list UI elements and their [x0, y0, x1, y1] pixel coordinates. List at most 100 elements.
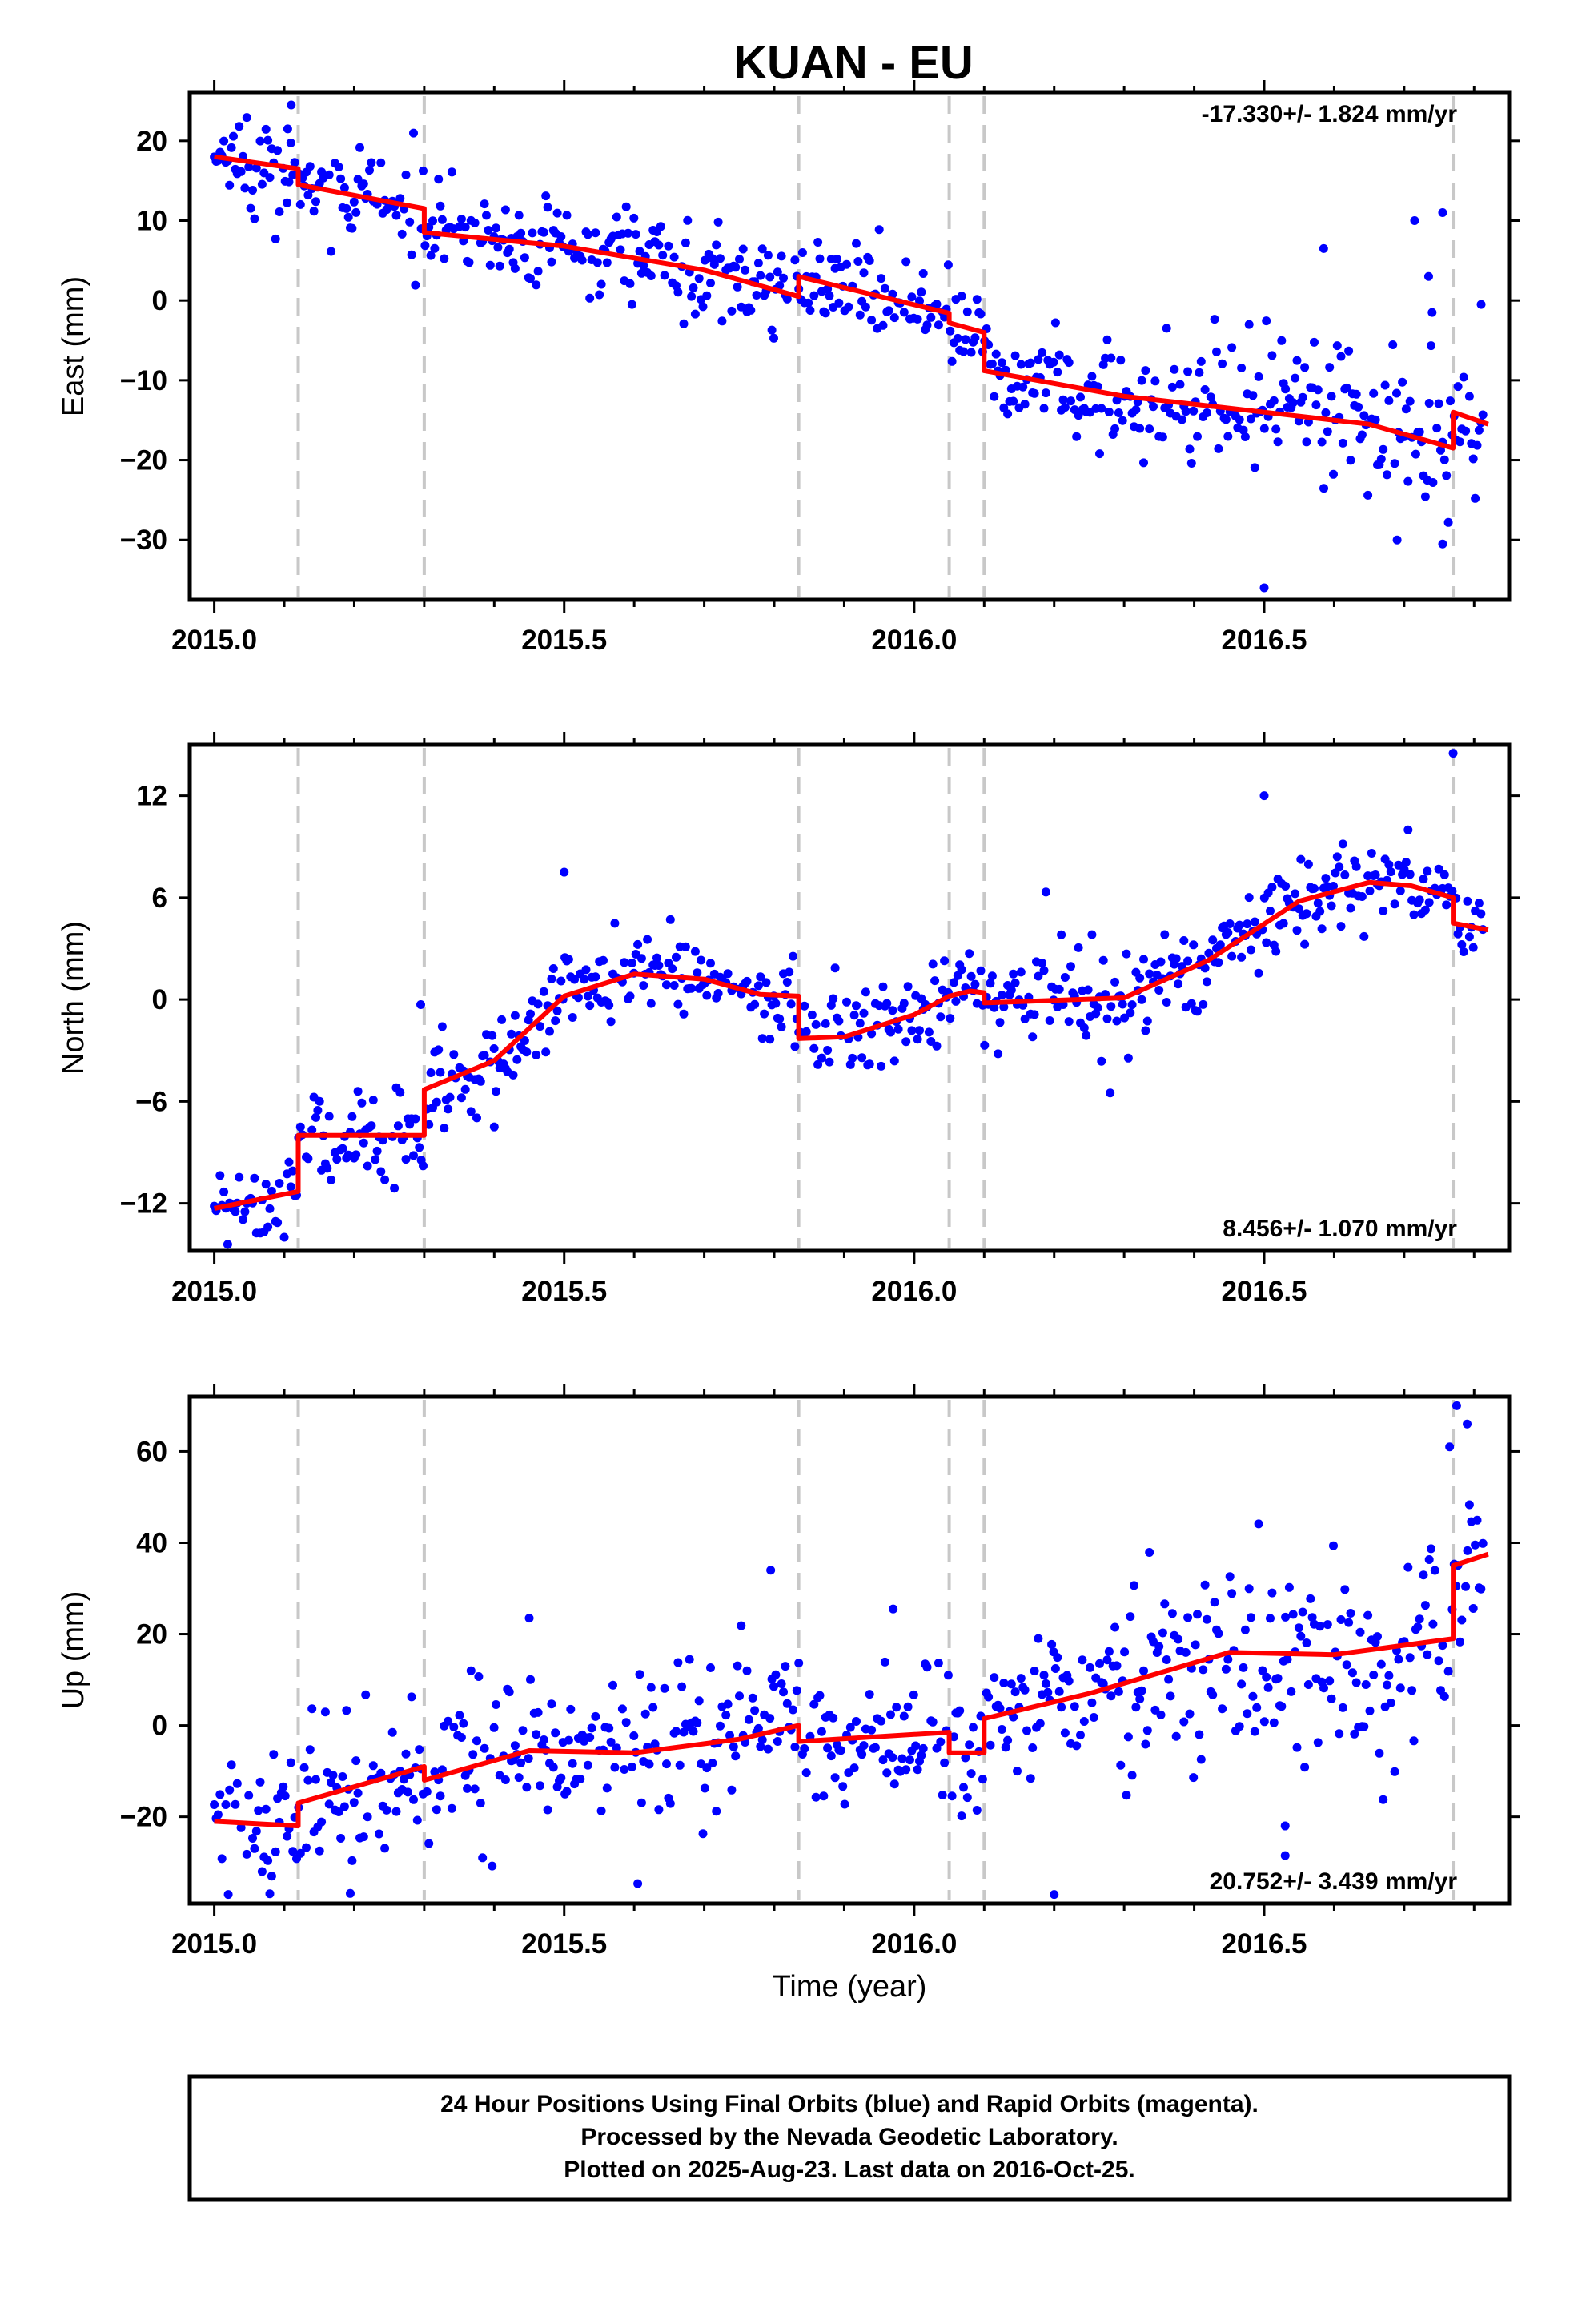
- data-point: [742, 1666, 752, 1675]
- data-point: [966, 348, 976, 357]
- data-point: [761, 978, 771, 987]
- data-point: [512, 1055, 522, 1064]
- data-point: [763, 251, 773, 260]
- data-point: [742, 976, 752, 986]
- data-point: [966, 1769, 976, 1779]
- data-point: [1102, 335, 1112, 344]
- data-point: [510, 1741, 520, 1751]
- data-point: [733, 282, 742, 292]
- data-point: [1288, 398, 1298, 408]
- data-point: [302, 1843, 311, 1852]
- data-point: [591, 972, 600, 982]
- east-rate-label: -17.330+/- 1.824 mm/yr: [1202, 101, 1458, 127]
- data-point: [932, 300, 942, 309]
- data-point: [1208, 1690, 1218, 1699]
- data-point: [359, 1832, 368, 1842]
- data-point: [877, 1716, 886, 1726]
- data-point: [848, 1053, 857, 1063]
- data-point: [484, 226, 493, 235]
- data-point: [1237, 1679, 1247, 1689]
- data-point: [1086, 1663, 1094, 1672]
- data-point: [845, 1723, 855, 1732]
- data-point: [1438, 208, 1447, 218]
- data-point: [1050, 1890, 1059, 1900]
- data-point: [533, 999, 543, 1009]
- data-point: [1438, 1641, 1447, 1651]
- data-point: [380, 1844, 390, 1853]
- data-point: [999, 1679, 1009, 1687]
- data-point: [324, 1112, 334, 1121]
- data-point: [1468, 943, 1478, 952]
- data-point: [1054, 1687, 1064, 1696]
- data-point: [636, 1798, 646, 1807]
- data-point: [1181, 1647, 1191, 1657]
- data-point: [629, 213, 639, 223]
- data-point: [283, 198, 292, 207]
- data-point: [1154, 1642, 1164, 1651]
- data-point: [1083, 985, 1093, 995]
- data-point: [1453, 929, 1463, 939]
- data-point: [1240, 432, 1250, 441]
- data-point: [1427, 308, 1437, 317]
- data-point: [284, 177, 294, 187]
- data-point: [677, 1682, 687, 1691]
- data-point: [456, 1093, 466, 1103]
- data-point: [697, 955, 706, 965]
- data-point: [592, 258, 602, 267]
- data-point: [1135, 1695, 1145, 1704]
- data-point: [432, 1097, 441, 1107]
- data-point: [867, 316, 877, 325]
- data-point: [396, 1088, 405, 1097]
- data-point: [1106, 353, 1116, 363]
- data-point: [689, 283, 698, 292]
- data-point: [347, 223, 357, 233]
- data-point: [1306, 1594, 1315, 1603]
- data-point: [1215, 940, 1225, 950]
- data-point: [1365, 887, 1375, 895]
- data-point: [1064, 1017, 1074, 1027]
- data-point: [760, 1009, 769, 1019]
- data-point: [1050, 1664, 1060, 1673]
- data-point: [324, 1799, 334, 1809]
- data-point: [1247, 945, 1255, 955]
- data-point: [547, 257, 556, 267]
- data-point: [842, 259, 851, 269]
- data-point: [775, 281, 785, 291]
- data-point: [1434, 399, 1443, 408]
- data-point: [1461, 426, 1471, 436]
- data-point: [1038, 348, 1047, 357]
- data-point: [367, 158, 376, 167]
- data-point: [1185, 1709, 1195, 1719]
- data-point: [434, 1045, 444, 1055]
- data-point: [1104, 1647, 1114, 1656]
- data-point: [1443, 517, 1453, 527]
- data-point: [1456, 437, 1464, 447]
- y-tick-label: −20: [120, 1802, 167, 1833]
- data-point: [290, 158, 299, 167]
- data-point: [917, 287, 926, 297]
- data-point: [804, 298, 813, 308]
- data-point: [635, 1670, 644, 1679]
- data-point: [363, 1812, 372, 1822]
- data-point: [327, 247, 336, 256]
- data-point: [217, 1854, 227, 1864]
- data-point: [1196, 356, 1206, 366]
- data-point: [547, 1699, 556, 1709]
- data-point: [492, 223, 500, 233]
- data-point: [257, 179, 267, 189]
- data-point: [950, 1732, 958, 1742]
- data-point: [693, 1718, 702, 1727]
- data-point: [1443, 1667, 1453, 1676]
- north-rate-label: 8.456+/- 1.070 mm/yr: [1223, 1216, 1457, 1242]
- data-point: [298, 1937, 307, 1946]
- data-point: [1227, 951, 1237, 961]
- data-point: [878, 320, 888, 330]
- data-point: [771, 1670, 781, 1679]
- data-point: [1020, 400, 1030, 409]
- data-point: [250, 214, 259, 223]
- data-point: [867, 1029, 877, 1039]
- data-point: [817, 1053, 826, 1063]
- data-point: [1214, 958, 1223, 967]
- data-point: [918, 1743, 928, 1753]
- data-point: [349, 1798, 359, 1807]
